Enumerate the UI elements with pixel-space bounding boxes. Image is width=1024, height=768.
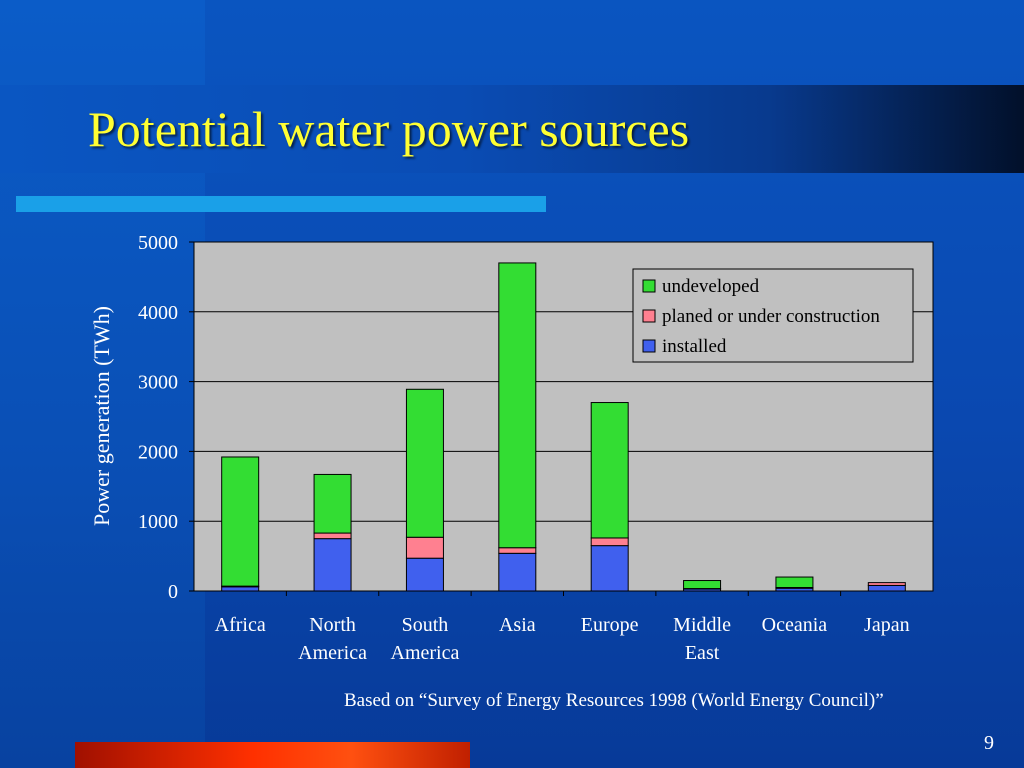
y-tick-label: 5000: [138, 232, 178, 254]
x-tick-label: North: [309, 614, 356, 636]
accent-bar: [16, 196, 546, 212]
legend-box: [632, 268, 914, 363]
x-tick-label: Europe: [581, 614, 639, 636]
x-tick-label: America: [298, 642, 367, 664]
y-axis: 0 1000 2000 3000 4000 5000: [138, 232, 194, 603]
bar-segment-undeveloped: [221, 456, 260, 587]
bar-segment-undeveloped: [775, 576, 814, 589]
bar-segment-planed: [867, 582, 906, 586]
x-tick-label: Asia: [499, 614, 536, 636]
x-tick-label: Japan: [864, 614, 910, 636]
bar-segment-undeveloped: [590, 402, 629, 539]
bar-segment-undeveloped: [405, 388, 444, 538]
slide-title: Potential water power sources: [88, 101, 690, 157]
bar-segment-planed: [405, 536, 444, 559]
y-tick-label: 3000: [138, 372, 178, 394]
bar-segment-installed: [313, 538, 352, 592]
legend: undeveloped planed or under construction i…: [632, 268, 914, 363]
bar-segment-planed: [590, 537, 629, 547]
bar-segment-installed: [867, 584, 906, 592]
source-caption: Based on “Survey of Energy Resources 199…: [344, 690, 884, 711]
bar-segment-undeveloped: [683, 580, 722, 590]
legend-label: undeveloped: [662, 276, 760, 297]
x-tick-label: Oceania: [762, 614, 828, 636]
bar-segment-installed: [405, 557, 444, 592]
bars: [221, 262, 906, 592]
bottom-accent-bar: [75, 742, 470, 768]
y-tick-label: 1000: [138, 511, 178, 533]
bar-segment-planed: [313, 532, 352, 540]
bar-segment-undeveloped: [498, 262, 537, 549]
x-tick-label: Middle: [673, 614, 731, 636]
legend-swatch: [642, 279, 656, 293]
x-tick-label: America: [391, 642, 460, 664]
page-number: 9: [984, 732, 994, 754]
x-tick-label: East: [685, 642, 720, 664]
y-tick-label: 0: [168, 581, 178, 603]
x-tick-label: Africa: [215, 614, 266, 636]
legend-swatch: [642, 309, 656, 323]
legend-label: installed: [662, 336, 727, 357]
bar-segment-planed: [498, 547, 537, 554]
bar-segment-installed: [221, 586, 260, 592]
legend-label: planed or under construction: [662, 306, 880, 327]
x-tick-label: South: [402, 614, 449, 636]
y-tick-label: 2000: [138, 441, 178, 463]
legend-swatch: [642, 339, 656, 353]
title-background-band: [0, 85, 1024, 173]
x-axis: Africa North America South America Asia Europe…: [215, 591, 910, 664]
bar-segment-installed: [498, 552, 537, 592]
y-axis-label: Power generation (TWh): [89, 306, 114, 526]
bar-segment-undeveloped: [313, 473, 352, 534]
y-tick-label: 4000: [138, 302, 178, 324]
bar-segment-installed: [590, 545, 629, 592]
